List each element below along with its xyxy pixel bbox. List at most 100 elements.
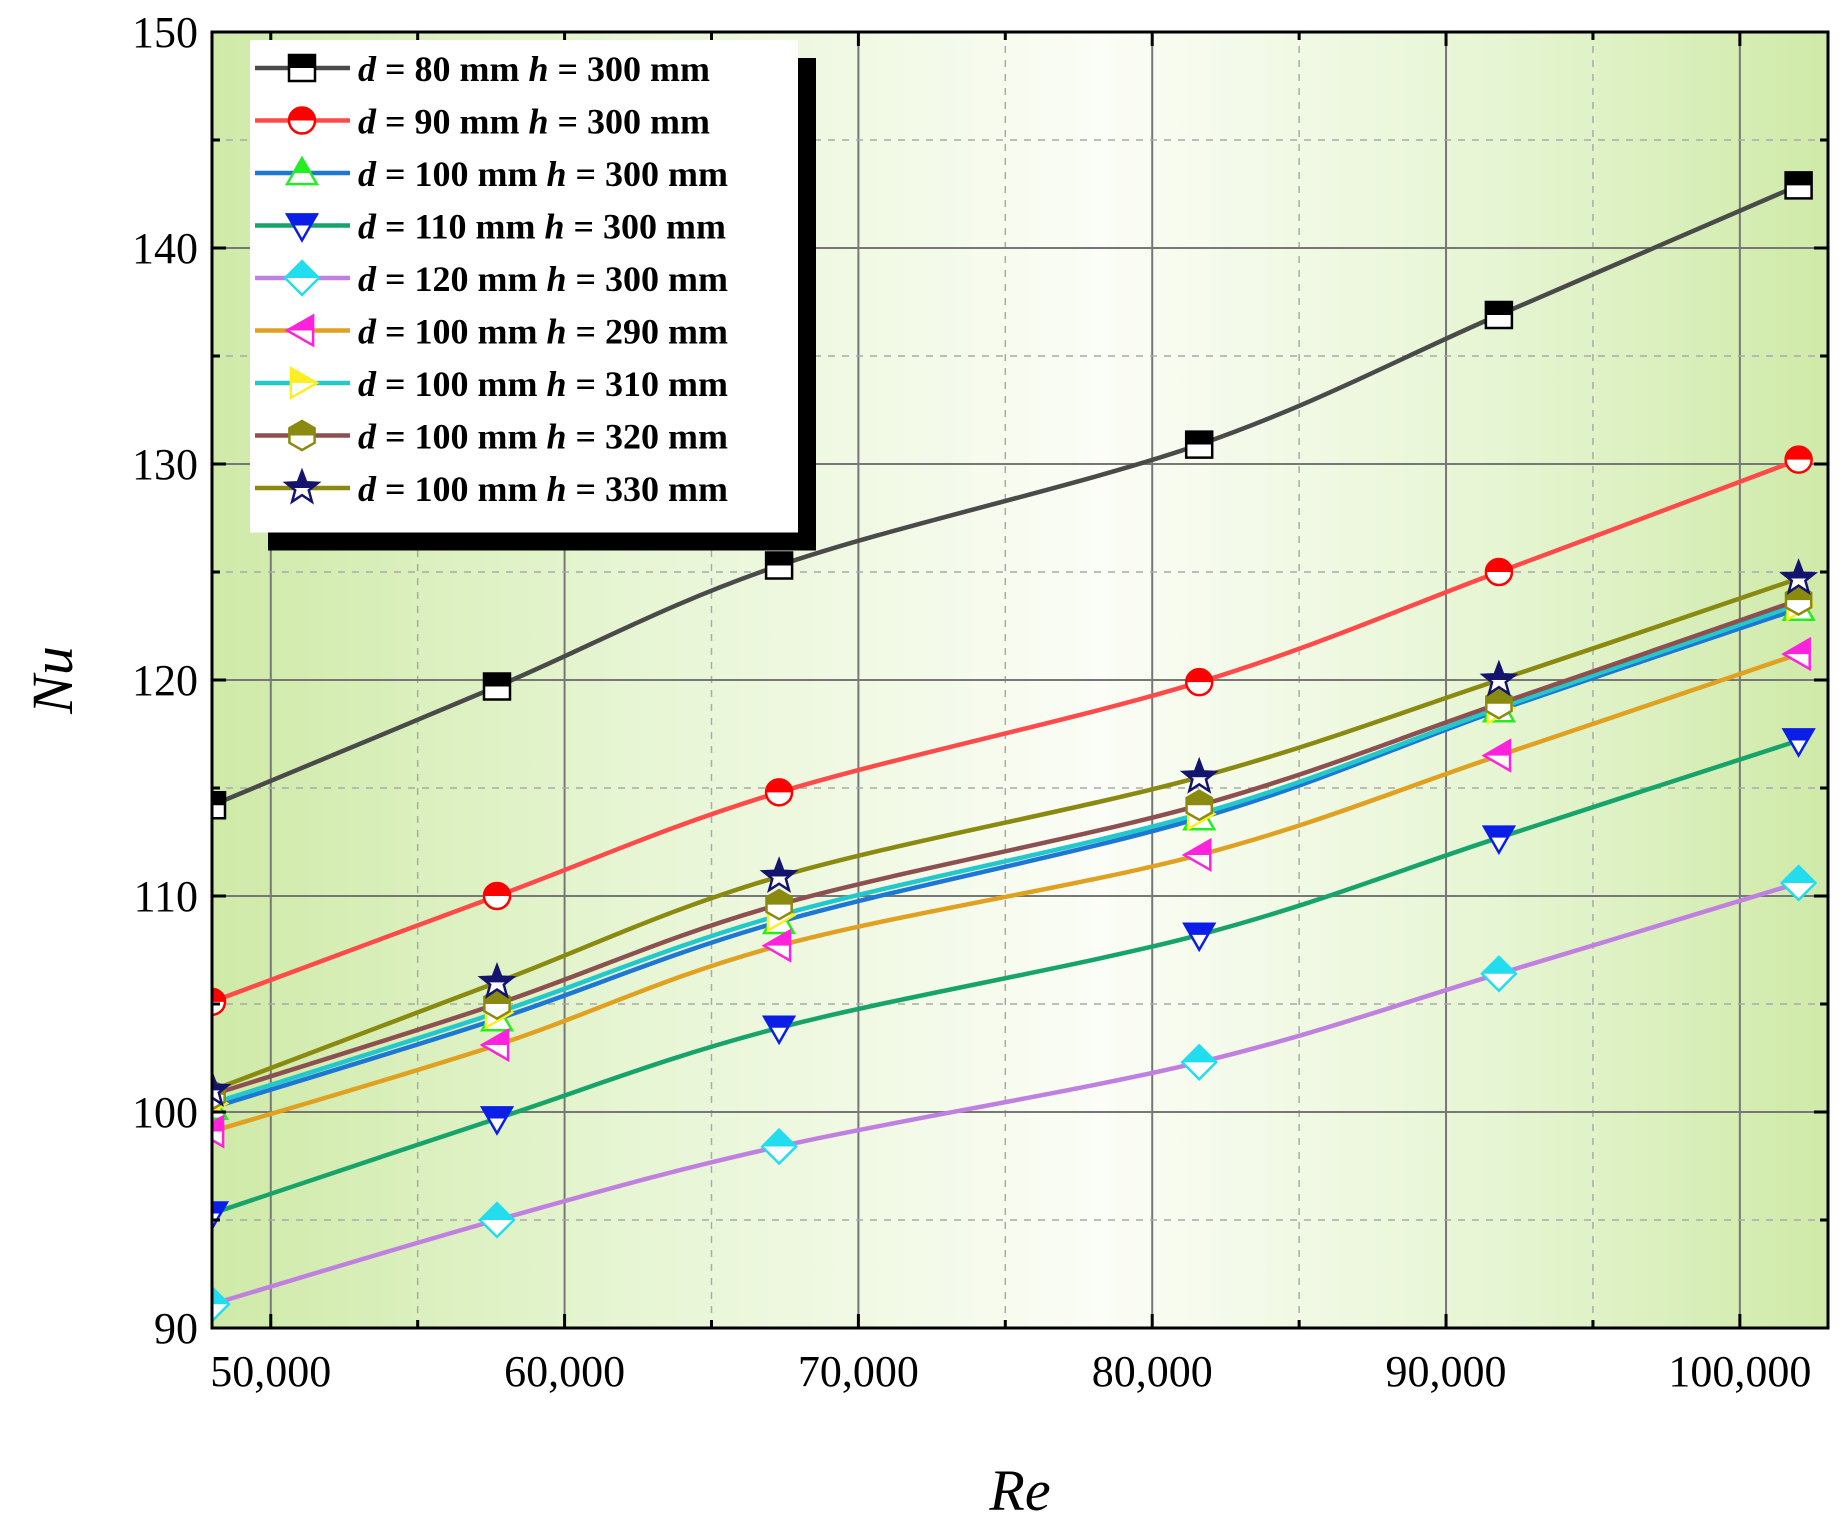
series-3-point-5	[1781, 728, 1816, 758]
series-0-point-4	[1484, 300, 1514, 330]
legend-marker-0-upper	[289, 55, 315, 68]
series-0-point-1-upper	[484, 673, 510, 687]
series-1-point-5-upper	[1785, 446, 1812, 460]
series-8-point-1	[477, 961, 517, 999]
series-4-point-2-lower	[762, 1129, 796, 1164]
series-8-point-4	[1479, 659, 1519, 697]
series-0-point-0-upper	[212, 792, 225, 806]
series-1-point-0-upper	[212, 988, 225, 1002]
x-tick-label-2: 70,000	[798, 1347, 919, 1396]
series-7-point-3-upper	[1186, 790, 1212, 806]
series-1-point-2-upper	[766, 779, 793, 793]
x-tick-label-3: 80,000	[1092, 1347, 1213, 1396]
series-0-point-3-outline	[1184, 430, 1214, 459]
legend-marker-0	[287, 53, 317, 83]
series-1-point-3-outline	[1184, 667, 1214, 697]
series-4-point-0	[212, 1285, 231, 1323]
y-tick-label-6: 150	[132, 8, 198, 57]
series-1-point-4-outline	[1484, 557, 1514, 587]
series-1-point-3	[1184, 667, 1214, 697]
x-tick-label-4: 90,000	[1386, 1347, 1507, 1396]
series-8-point-5	[1779, 558, 1819, 596]
series-4-point-1-outline	[478, 1201, 516, 1239]
series-7-point-5-upper	[1786, 585, 1812, 601]
series-7-point-4-outline	[1485, 687, 1513, 720]
x-tick-label-0: 50,000	[210, 1347, 331, 1396]
series-0-point-0-outline	[212, 791, 227, 820]
y-axis-title: Nu	[20, 646, 85, 715]
legend-marker-4	[283, 259, 321, 297]
series-4-point-4-lower	[1482, 956, 1516, 991]
legend-marker-5	[284, 313, 315, 348]
series-5-point-3	[1181, 837, 1212, 873]
series-0-point-1-outline	[482, 672, 512, 701]
series-3-point-2	[761, 1015, 797, 1046]
legend-marker-2	[284, 155, 320, 186]
series-1-point-5-outline	[1784, 445, 1813, 474]
legend-label-0: d = 80 mm h = 300 mm	[358, 49, 710, 89]
y-tick-label-4: 130	[132, 440, 198, 489]
series-0-point-1	[482, 672, 512, 701]
series-5-point-5	[1781, 636, 1811, 672]
series-3-point-5-outline	[1781, 728, 1816, 758]
series-8-point-3-outline	[1179, 756, 1219, 794]
series-3-point-5-upper	[1783, 729, 1814, 741]
y-tick-label-3: 120	[132, 656, 198, 705]
y-tick-label-2: 110	[134, 872, 198, 921]
legend-marker-3-outline	[284, 213, 320, 243]
series-4-point-5-outline	[1779, 864, 1818, 902]
series-markers	[212, 171, 1819, 1323]
legend-label-4: d = 120 mm h = 300 mm	[358, 259, 728, 299]
series-0-point-5-upper	[1785, 172, 1812, 186]
series-8-point-4-upper	[1482, 663, 1515, 680]
series-1-point-1-outline	[482, 881, 512, 911]
series-1-point-0-outline	[212, 987, 227, 1017]
series-0-point-4-outline	[1484, 300, 1514, 330]
series-3-point-4-upper	[1484, 826, 1514, 838]
series-3-point-3	[1182, 922, 1217, 953]
series-5-point-0	[212, 1114, 225, 1149]
legend-marker-7-outline	[288, 419, 316, 452]
series-0-point-2	[764, 551, 794, 580]
legend-label-5: d = 100 mm h = 290 mm	[358, 312, 728, 352]
series-7-point-2-upper	[766, 890, 792, 905]
series-4-point-1	[478, 1201, 516, 1239]
series-4-point-4-outline	[1480, 955, 1518, 993]
series-5-point-1-outline	[479, 1027, 510, 1063]
series-0-point-5-outline	[1784, 171, 1813, 200]
series-3-point-0	[212, 1201, 230, 1232]
series-5-point-5-outline	[1781, 636, 1811, 672]
y-tick-label-0: 90	[154, 1304, 198, 1353]
series-4-point-5-upper	[1781, 866, 1816, 884]
series-1-point-2-outline	[764, 778, 794, 807]
series-7-point-2	[765, 888, 793, 921]
legend-marker-6-outline	[289, 365, 320, 401]
legend-marker-1-upper	[289, 107, 315, 121]
series-5-point-4-outline	[1481, 738, 1512, 773]
series-line-0	[212, 183, 1800, 808]
series-3-point-0-upper	[212, 1202, 227, 1214]
series-3-point-1	[479, 1106, 515, 1136]
series-5-point-1	[479, 1027, 510, 1063]
series-3-point-1-upper	[482, 1107, 512, 1119]
series-8-point-5-upper	[1782, 561, 1815, 579]
series-line-8	[212, 576, 1800, 1093]
series-line-1	[212, 457, 1800, 1004]
series-4-point-0-outline	[212, 1285, 231, 1323]
series-1-point-0	[212, 987, 227, 1017]
legend-label-7: d = 100 mm h = 320 mm	[358, 417, 728, 457]
series-8-point-0-outline	[212, 1069, 232, 1107]
series-8-point-2-upper	[763, 859, 796, 877]
series-5-point-4	[1481, 738, 1512, 773]
series-4-point-2	[760, 1127, 798, 1166]
series-1-point-3-upper	[1186, 669, 1213, 683]
series-3-point-1-outline	[479, 1106, 515, 1136]
series-4-point-1-upper	[480, 1203, 514, 1220]
series-0-point-5	[1784, 171, 1813, 200]
series-8-point-5-outline	[1779, 558, 1819, 596]
series-line-4	[212, 880, 1800, 1307]
y-tick-label-1: 100	[132, 1088, 198, 1137]
series-5-point-2-outline	[761, 928, 792, 963]
series-8-point-2	[759, 856, 799, 894]
legend-marker-7	[288, 419, 316, 452]
